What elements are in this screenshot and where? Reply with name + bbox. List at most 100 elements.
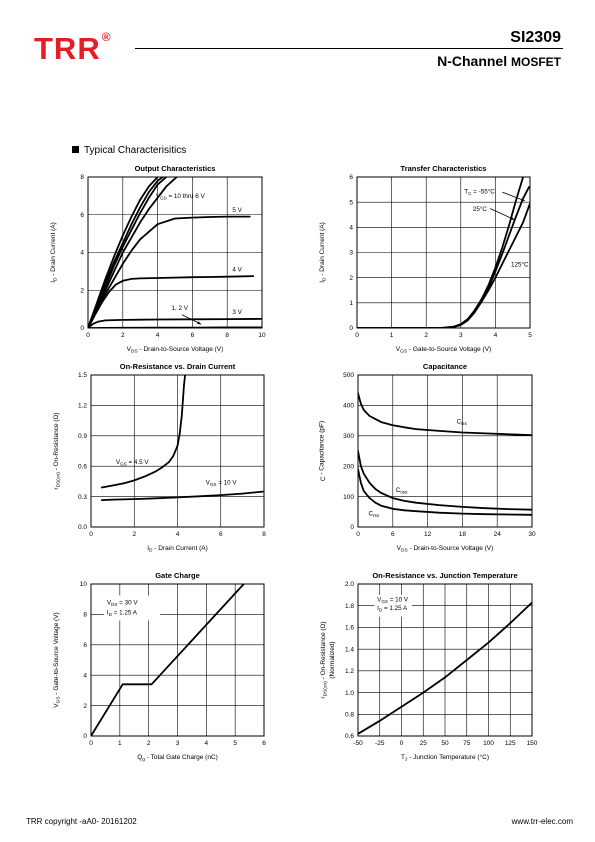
y-tick-label: 1.5 [78,372,87,379]
x-tick-label: 0 [355,332,359,339]
x-tick-label: 6 [219,531,223,538]
series-line [88,326,262,328]
x-axis-label: VDS - Drain-to-Source Voltage (V) [127,346,224,355]
x-tick-label: 6 [191,332,195,339]
x-tick-label: 0 [86,332,90,339]
x-tick-label: 2 [147,740,151,747]
series-annotation: Coss [396,487,408,495]
y-tick-label: 1 [349,300,353,307]
y-tick-label: 0.0 [78,524,87,531]
chart-transfer-characteristics: Transfer Characteristics 0 1 2 3 4 5 0 1 2 3 4 5 6 VGS… [319,164,532,355]
annotation-box [103,595,161,621]
series-line [358,392,532,437]
chart-title: Gate Charge [155,571,200,580]
y-tick-label: 1.4 [345,646,354,653]
series-line [88,177,164,328]
x-tick-label: 2 [121,332,125,339]
x-tick-label: 3 [459,332,463,339]
x-tick-label: 3 [176,740,180,747]
footer-website[interactable]: www.trr-elec.com [511,817,573,826]
x-tick-label: 50 [441,740,449,747]
chart-gate-charge: Gate Charge 0 1 2 3 4 5 6 0 2 4 6 8 10 Qg - Total Gate… [53,571,266,763]
y-tick-label: 1.0 [345,690,354,697]
x-tick-label: -25 [375,740,385,747]
arrow-head-icon [510,216,515,220]
y-tick-label: 200 [343,463,354,470]
series-annotation: VDS = 30 V [107,600,139,608]
y-tick-label: 2 [349,275,353,282]
y-tick-label: 1.2 [78,403,87,410]
series-line [88,215,251,328]
y-tick-label: 1.2 [345,668,354,675]
chart-title: On-Resistance vs. Junction Temperature [372,571,517,580]
x-tick-label: 100 [483,740,494,747]
x-tick-label: 150 [527,740,538,747]
series-annotation: 1, 2 V [172,305,189,312]
y-tick-label: 4 [80,250,84,257]
y-tick-label: 0 [350,524,354,531]
y-tick-label: 2 [83,703,87,710]
y-tick-label: 6 [349,174,353,181]
y-axis-label: ID - Drain Current (A) [50,222,59,283]
y-tick-label: 100 [343,494,354,501]
x-tick-label: 4 [205,740,209,747]
device-channel: N-Channel [437,53,508,69]
series-line [100,490,264,502]
chart-title: Output Characteristics [135,164,216,173]
plot-frame [357,583,533,737]
x-tick-label: 5 [528,332,532,339]
series-annotation: TC = -55°C [464,187,495,196]
plot-frame [90,374,265,528]
device-description: N-Channel MOSFET [437,53,561,69]
series-annotation: 5 V [232,207,242,214]
series-line [358,468,532,516]
x-tick-label: 0 [400,740,404,747]
x-tick-label: 0 [89,531,93,538]
y-tick-label: 2.0 [345,581,354,588]
annotation-arrow [490,208,515,221]
x-axis-label: TJ - Junction Temperature (°C) [401,753,489,763]
series-annotation: 3 V [232,309,242,316]
y-tick-label: 1.8 [345,603,354,610]
y-axis-label: rDS(on) - On-Resistance (Ω) [53,412,62,489]
chart-title: Capacitance [423,362,467,371]
x-tick-label: 4 [156,332,160,339]
y-tick-label: 0 [83,733,87,740]
x-tick-label: 6 [391,531,395,538]
chart-title: Transfer Characteristics [401,164,487,173]
device-type: MOSFET [511,55,561,69]
y-tick-label: 0.6 [78,463,87,470]
x-tick-label: 24 [494,531,502,538]
y-tick-label: 300 [343,433,354,440]
y-tick-label: 2 [80,287,84,294]
y-axis-label: VGS - Gate-to-Source Voltage (V) [53,612,62,707]
x-tick-label: 1 [118,740,122,747]
arrow-head-icon [197,321,202,325]
y-tick-label: 6 [80,212,84,219]
annotation-box [374,594,412,617]
series-line [100,375,187,489]
x-tick-label: 2 [132,531,136,538]
y-tick-label: 0.3 [78,494,87,501]
logo-text: TRR [34,31,101,66]
series-line [88,177,168,328]
brand-logo: TRR® [34,31,112,66]
y-tick-label: 500 [343,372,354,379]
series-annotation: VGS = 10 V [206,479,238,487]
series-annotation: VGS = 10 V [377,596,409,604]
x-tick-label: -50 [353,740,363,747]
series-line [88,275,255,328]
y-axis-label: ID - Drain Current (A) [319,222,328,283]
series-annotation: VGS = 4.5 V [116,459,150,467]
y-tick-label: 8 [83,612,87,619]
x-axis-label: VDS - Drain-to-Source Voltage (V) [397,545,494,554]
x-axis-label: ID - Drain Current (A) [147,545,208,554]
series-annotation: ID = 1.25 A [377,605,408,613]
series-line [91,584,245,736]
y-tick-label: 5 [349,199,353,206]
y-tick-label: 8 [80,174,84,181]
series-line [88,177,178,328]
chart-on-resistance-vs-drain-current: On-Resistance vs. Drain Current 0 2 4 6 8 0.0 0… [53,362,266,554]
